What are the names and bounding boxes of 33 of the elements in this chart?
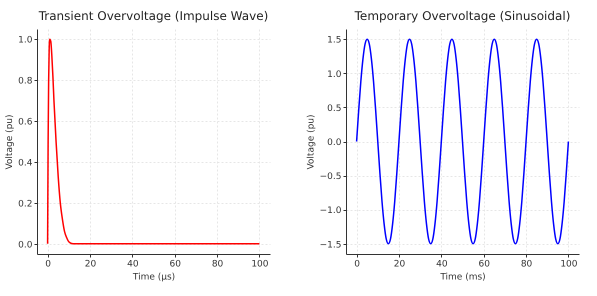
x-tick-label: 80	[212, 260, 224, 270]
x-tick-label: 0	[354, 260, 360, 270]
x-axis-title: Time (ms)	[439, 272, 486, 282]
line-series	[46, 38, 260, 245]
y-axis-title: Voltage (pu)	[5, 114, 16, 170]
x-axis-title: Time (μs)	[132, 272, 176, 282]
x-tick-label: 60	[478, 260, 490, 270]
x-tick-label: 20	[84, 260, 96, 270]
x-tick-label: 100	[251, 260, 269, 270]
x-tick-label: 40	[436, 260, 448, 270]
y-tick-label: −1.5	[320, 240, 342, 250]
x-tick-label: 60	[169, 260, 182, 270]
x-tick-label: 80	[520, 260, 533, 270]
y-tick-label: 0.0	[18, 240, 33, 250]
y-tick-label: 1.0	[327, 70, 342, 80]
y-tick-label: 0.4	[18, 158, 33, 168]
y-tick-label: 0.6	[18, 118, 33, 128]
x-tick-label: 20	[394, 260, 406, 270]
y-tick-label: 1.0	[18, 36, 33, 46]
y-tick-label: 0.8	[18, 76, 33, 87]
y-tick-label: 1.5	[327, 36, 342, 46]
x-tick-label: 100	[560, 260, 578, 270]
y-tick-label: 0.0	[327, 138, 342, 148]
y-tick-label: −1.0	[320, 206, 342, 216]
chart-title: Temporary Overvoltage (Sinusoidal)	[354, 9, 570, 23]
y-tick-label: −0.5	[320, 172, 342, 182]
y-tick-label: 0.2	[18, 199, 32, 210]
y-tick-label: 0.5	[327, 104, 342, 114]
chart-title: Transient Overvoltage (Impulse Wave)	[38, 9, 268, 23]
y-axis-title: Voltage (pu)	[306, 114, 317, 170]
line-series	[356, 38, 570, 245]
x-tick-label: 0	[45, 260, 52, 270]
x-tick-label: 40	[127, 260, 139, 270]
